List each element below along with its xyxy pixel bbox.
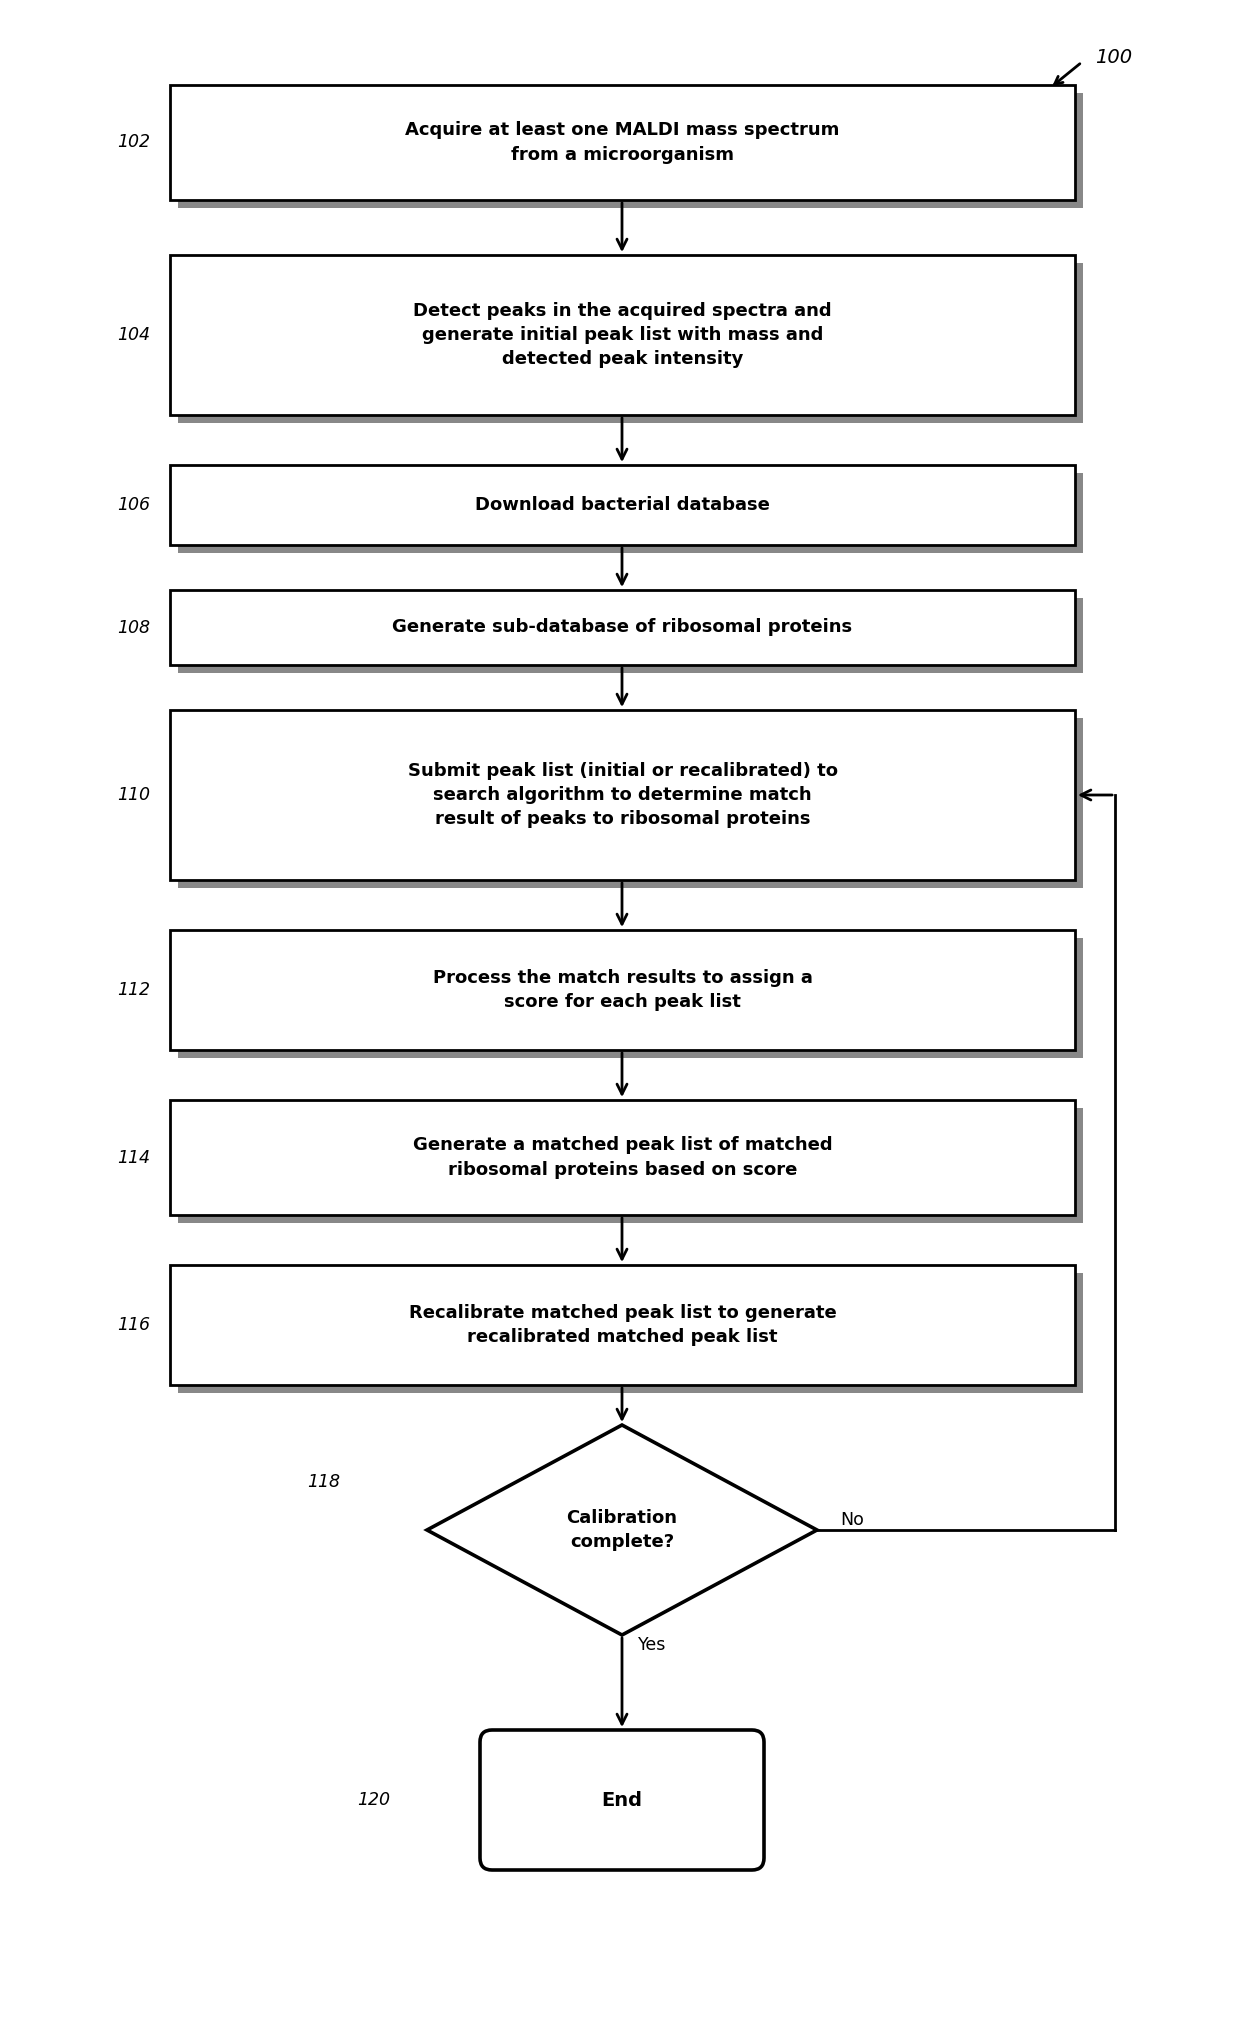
Bar — [170, 930, 1075, 1050]
Bar — [179, 719, 1083, 887]
Text: 120: 120 — [357, 1790, 391, 1809]
Text: No: No — [839, 1510, 864, 1529]
Bar — [170, 1100, 1075, 1216]
Bar — [170, 1265, 1075, 1384]
Polygon shape — [427, 1425, 817, 1634]
Bar — [179, 473, 1083, 552]
Text: Process the match results to assign a
score for each peak list: Process the match results to assign a sc… — [433, 968, 812, 1011]
Bar — [170, 85, 1075, 201]
Text: End: End — [601, 1790, 642, 1809]
Text: Acquire at least one MALDI mass spectrum
from a microorganism: Acquire at least one MALDI mass spectrum… — [405, 122, 839, 164]
Bar — [179, 1273, 1083, 1393]
Bar — [179, 264, 1083, 422]
Text: 106: 106 — [117, 495, 150, 514]
Text: 108: 108 — [117, 619, 150, 637]
Text: 110: 110 — [117, 786, 150, 804]
Text: Generate sub-database of ribosomal proteins: Generate sub-database of ribosomal prote… — [392, 619, 853, 637]
Text: Calibration
complete?: Calibration complete? — [567, 1508, 677, 1551]
Text: Recalibrate matched peak list to generate
recalibrated matched peak list: Recalibrate matched peak list to generat… — [409, 1303, 836, 1346]
Text: Submit peak list (initial or recalibrated) to
search algorithm to determine matc: Submit peak list (initial or recalibrate… — [408, 761, 837, 828]
Text: Generate a matched peak list of matched
ribosomal proteins based on score: Generate a matched peak list of matched … — [413, 1137, 832, 1179]
Text: 112: 112 — [117, 980, 150, 999]
Text: 114: 114 — [117, 1149, 150, 1167]
Text: 102: 102 — [117, 134, 150, 150]
Bar — [170, 710, 1075, 879]
Bar — [179, 93, 1083, 207]
Bar — [179, 1108, 1083, 1222]
Text: 118: 118 — [308, 1474, 340, 1490]
Text: 104: 104 — [117, 327, 150, 343]
Bar — [170, 256, 1075, 414]
Bar — [179, 938, 1083, 1058]
Text: Detect peaks in the acquired spectra and
generate initial peak list with mass an: Detect peaks in the acquired spectra and… — [413, 302, 832, 367]
Text: Yes: Yes — [639, 1636, 666, 1654]
FancyBboxPatch shape — [480, 1730, 764, 1870]
Text: Download bacterial database: Download bacterial database — [475, 495, 770, 514]
Text: 100: 100 — [1095, 49, 1132, 67]
Text: 116: 116 — [117, 1315, 150, 1334]
Bar — [179, 599, 1083, 674]
Bar — [170, 591, 1075, 666]
Bar — [170, 465, 1075, 544]
